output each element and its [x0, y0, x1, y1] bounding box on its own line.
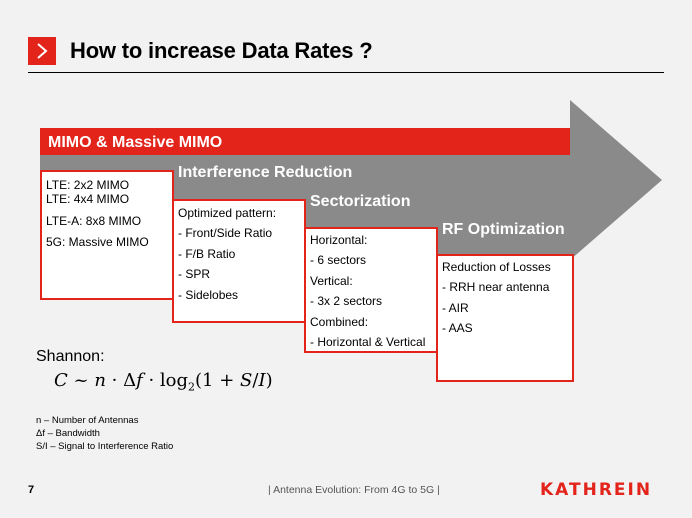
page-number: 7: [28, 484, 35, 496]
box-sectorization: Horizontal: - 6 sectors Vertical: - 3x 2…: [304, 227, 438, 353]
formula-legend: n – Number of Antennas Δf – Bandwidth S/…: [36, 414, 173, 453]
chevron-right-icon: [37, 43, 48, 59]
shannon-formula: C ~ n · Δf · log2(1 + S/I): [54, 370, 273, 394]
band-mimo: [40, 128, 570, 155]
band-label-rf-optimization: RF Optimization: [442, 221, 565, 238]
box-item: - AAS: [442, 321, 473, 336]
box-item: - 6 sectors: [310, 253, 367, 268]
box-item: Horizontal:: [310, 233, 368, 247]
band-label-sectorization: Sectorization: [310, 193, 411, 210]
box-item: - F/B Ratio: [178, 246, 236, 261]
box-item: - Front/Side Ratio: [178, 226, 273, 241]
box-item: - 3x 2 sectors: [310, 294, 383, 309]
box-item: LTE: 4x4 MIMO: [46, 192, 130, 207]
box-mimo: LTE: 2x2 MIMO LTE: 4x4 MIMO LTE-A: 8x8 M…: [40, 170, 174, 300]
band-interference-bg: [172, 155, 570, 187]
band-label-mimo: MIMO & Massive MIMO: [48, 134, 223, 151]
box-item: Vertical:: [310, 273, 353, 288]
shannon-label: Shannon:: [36, 348, 105, 365]
box-item: Reduction of Losses: [442, 260, 551, 274]
box-item: LTE: 2x2 MIMO: [46, 178, 130, 192]
legend-item: n – Number of Antennas: [36, 415, 139, 426]
box-item: - RRH near antenna: [442, 280, 550, 295]
box-item: - SPR: [178, 267, 211, 282]
title-rule: [28, 72, 664, 73]
box-item: - Horizontal & Vertical: [310, 334, 426, 349]
band-rf-bg: [436, 214, 570, 250]
footer-text: | Antenna Evolution: From 4G to 5G |: [268, 484, 440, 496]
band-label-interference: Interference Reduction: [178, 164, 353, 181]
box-item: - Sidelobes: [178, 287, 239, 302]
box-item: 5G: Massive MIMO: [46, 235, 149, 250]
kathrein-logo: KATHREIN: [540, 480, 653, 500]
legend-item: Δf – Bandwidth: [36, 428, 100, 439]
title-marker: [28, 37, 56, 65]
box-item: - AIR: [442, 300, 469, 315]
box-item: Optimized pattern:: [178, 206, 277, 220]
legend-item: S/I – Signal to Interference Ratio: [36, 441, 174, 452]
box-rf-optimization: Reduction of Losses - RRH near antenna -…: [436, 254, 574, 382]
box-interference: Optimized pattern: - Front/Side Ratio - …: [172, 199, 306, 323]
box-item: LTE-A: 8x8 MIMO: [46, 213, 142, 228]
page-title: How to increase Data Rates ?: [70, 38, 373, 63]
box-item: Combined:: [310, 314, 369, 329]
